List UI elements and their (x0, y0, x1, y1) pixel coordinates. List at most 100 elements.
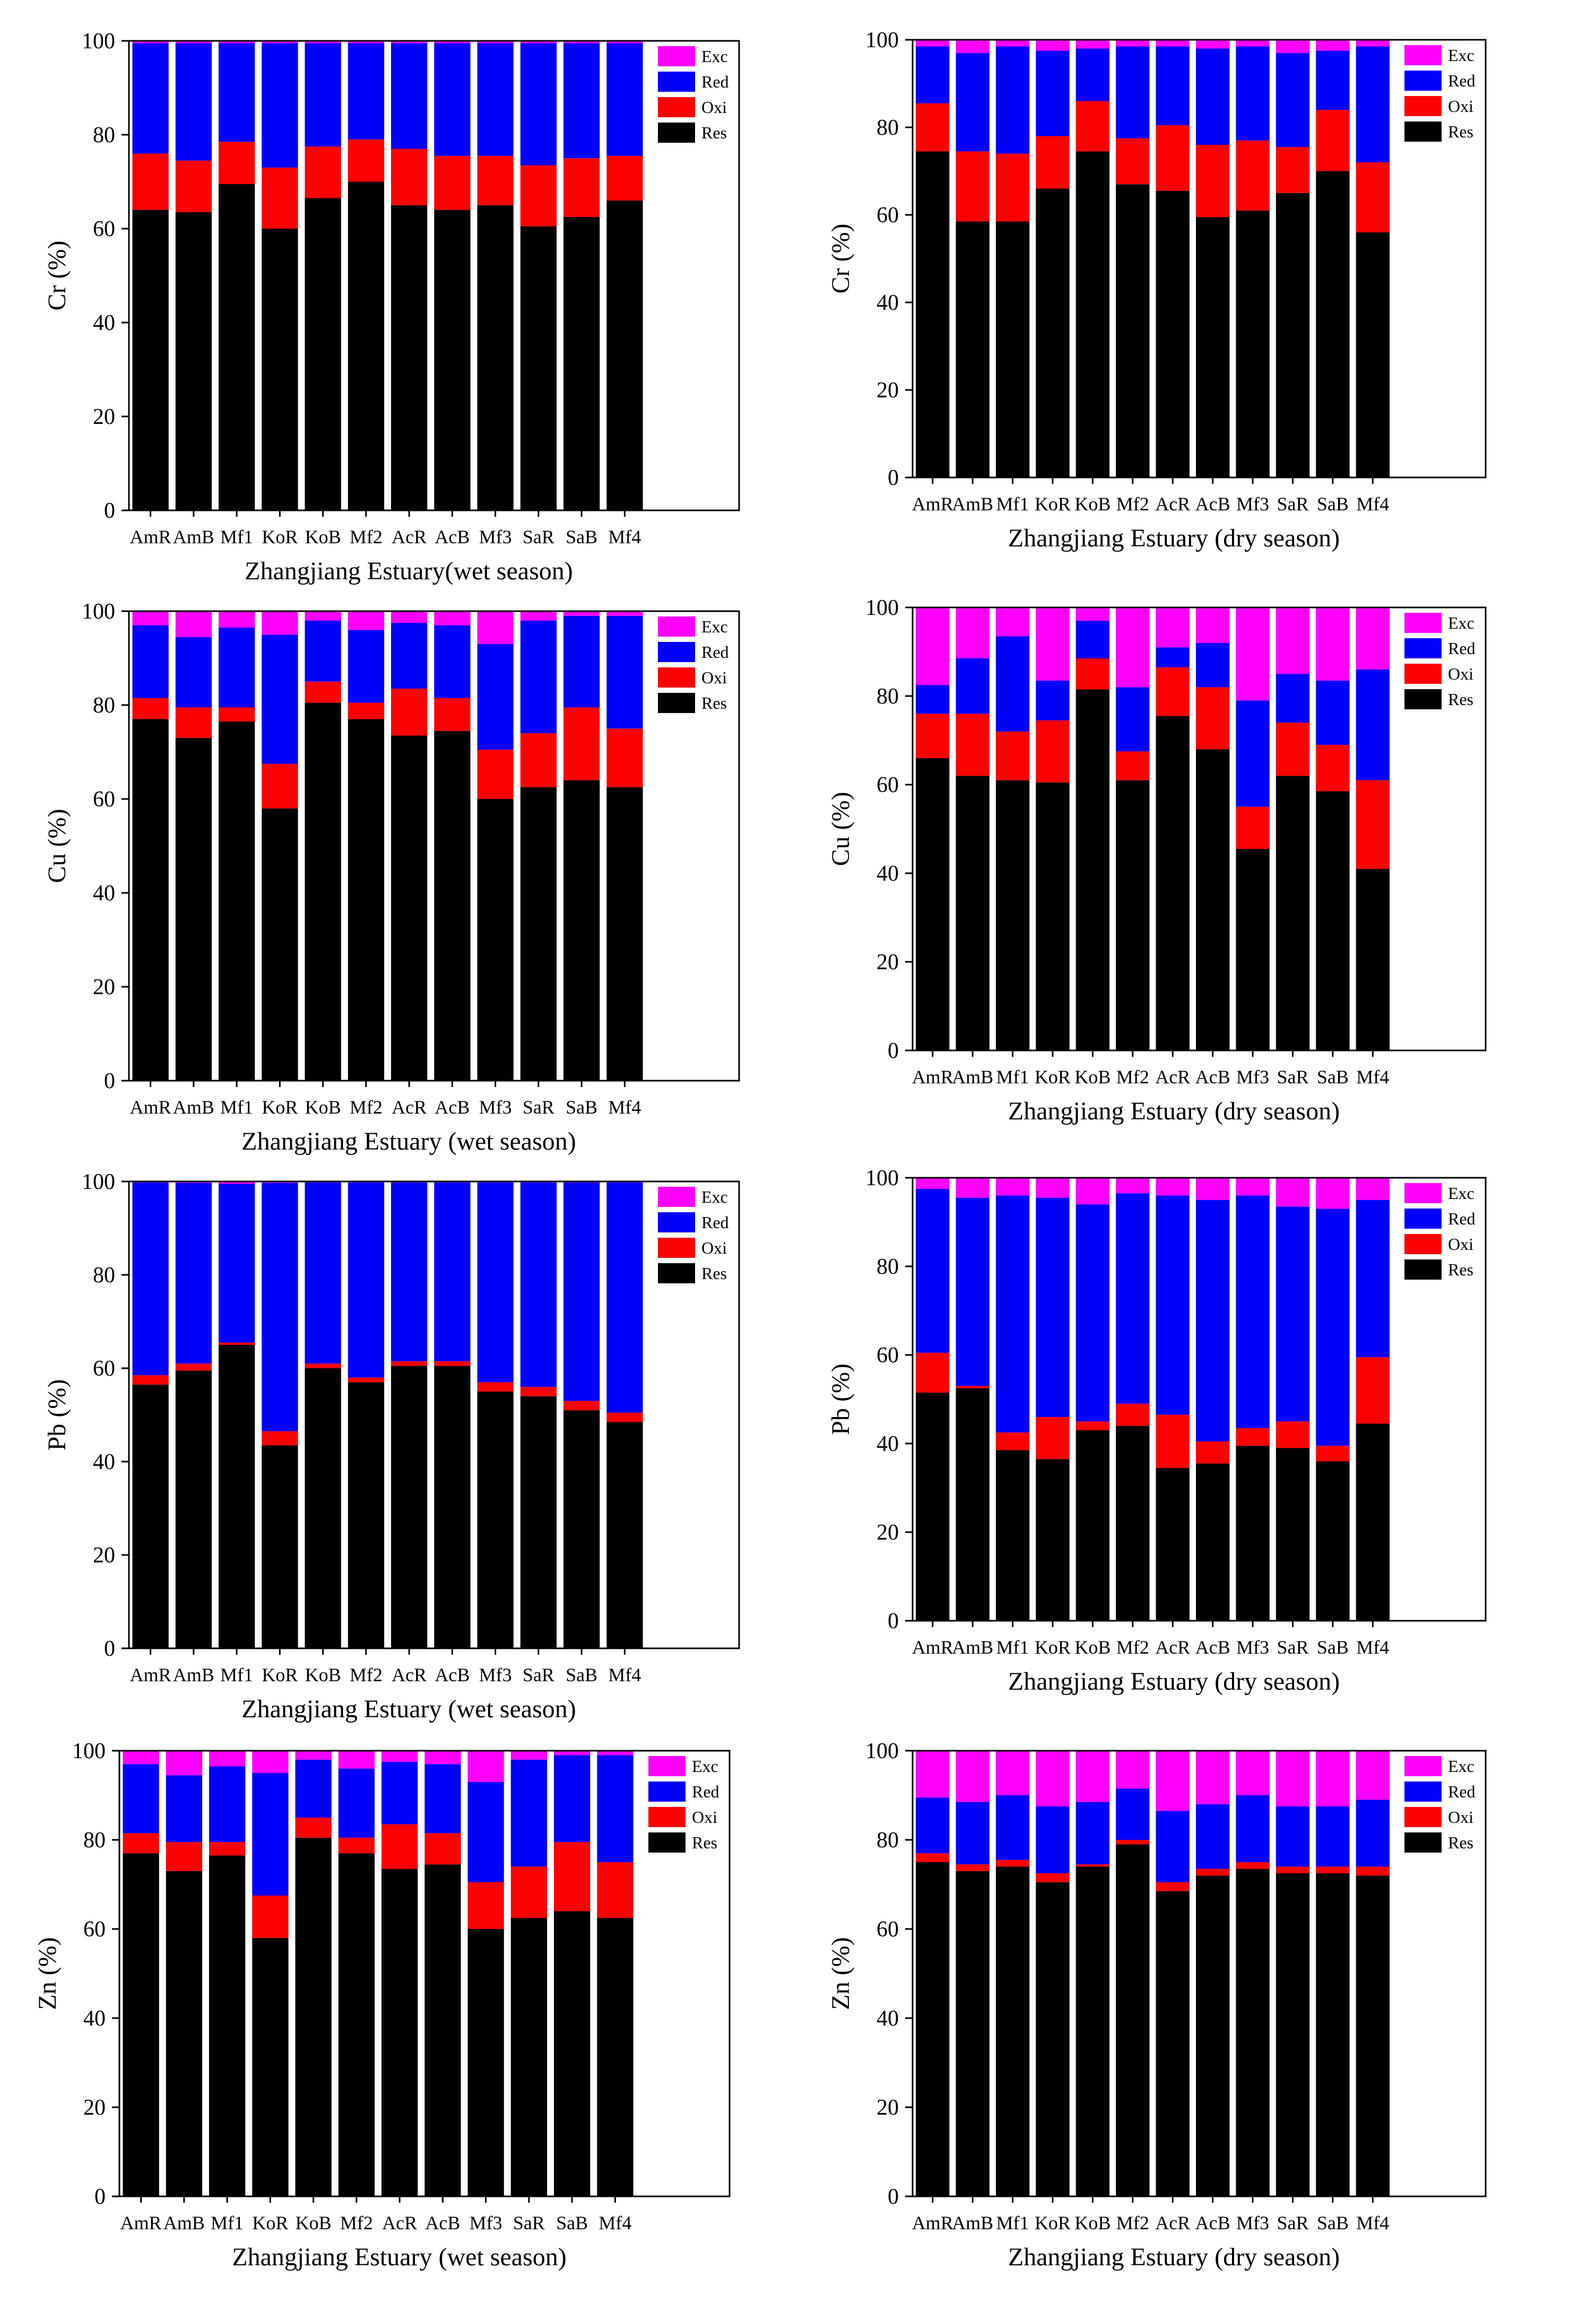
bar-segment-res-mf4 (606, 1422, 643, 1648)
bar-segment-oxi-acb (1196, 1441, 1230, 1464)
legend-label-res: Res (1448, 122, 1473, 141)
y-tick-label: 0 (104, 1069, 115, 1093)
legend-swatch-res (658, 123, 695, 143)
bar-segment-oxi-kob (305, 681, 341, 703)
bar-segment-oxi-amr (132, 698, 169, 719)
bar-segment-red-acb (424, 1764, 461, 1833)
x-tick-label-mf2: Mf2 (1116, 1637, 1149, 1658)
bar-segment-oxi-acr (1156, 667, 1190, 716)
bar-segment-res-mf1 (219, 184, 255, 510)
bar-segment-oxi-mf1 (219, 1342, 255, 1345)
bar-segment-red-kor (262, 635, 298, 764)
x-tick-label-acb: AcB (1195, 1066, 1230, 1088)
x-tick-label-kor: KoR (262, 1097, 298, 1118)
bar-segment-res-sab (563, 1410, 600, 1648)
x-tick-label-mf1: Mf1 (211, 2212, 244, 2234)
y-axis-label: Pb (%) (827, 1363, 855, 1435)
bar-segment-oxi-sab (1316, 744, 1350, 792)
x-tick-label-amb: AmB (952, 1637, 993, 1658)
bar-segment-oxi-amr (916, 1352, 950, 1393)
bar-segment-oxi-mf2 (1116, 138, 1150, 185)
bar-segment-exc-sab (1316, 40, 1350, 51)
bar-segment-red-mf4 (1356, 669, 1390, 780)
y-tick-label: 80 (877, 116, 899, 140)
y-tick-label: 60 (93, 1357, 115, 1381)
bar-segment-oxi-amb (956, 1386, 990, 1388)
bar-segment-res-acb (424, 1864, 461, 2196)
bar-segment-red-mf4 (1356, 1200, 1390, 1358)
x-tick-label-mf3: Mf3 (470, 2212, 502, 2234)
bar-segment-oxi-acr (391, 689, 428, 736)
x-tick-label-acb: AcB (1195, 2212, 1230, 2234)
legend-swatch-oxi (658, 667, 695, 688)
bar-segment-red-amb (956, 53, 990, 152)
x-tick-label-acr: AcR (392, 526, 427, 547)
bar-segment-oxi-mf4 (606, 1412, 643, 1422)
y-tick-label: 60 (877, 1343, 899, 1368)
bar-segment-red-kob (305, 620, 341, 682)
x-tick-label-mf1: Mf1 (996, 493, 1029, 515)
bar-segment-oxi-acb (434, 1361, 471, 1366)
plot-frame (128, 40, 740, 511)
bar-segment-exc-amb (956, 1178, 990, 1198)
legend-label-res: Res (701, 693, 727, 712)
bar-segment-res-kor (1036, 782, 1070, 1050)
y-tick-label: 80 (93, 1263, 115, 1288)
bar-segment-oxi-mf1 (219, 707, 255, 722)
bar-segment-red-mf2 (1116, 46, 1150, 138)
legend-swatch-red (1404, 71, 1442, 91)
y-tick-label: 100 (82, 599, 115, 624)
chart-panel-cr-wet: 0 20 40 60 80 100 AmR AmB Mf1 KoR KoB Mf2 AcR AcB Mf3 S… (43, 29, 740, 585)
x-tick-label-sar: SaR (523, 526, 554, 547)
bar-segment-exc-mf4 (606, 41, 643, 44)
bar-segment-oxi-kob (295, 1818, 332, 1838)
bar-segment-red-acr (1156, 1195, 1190, 1415)
bar-segment-res-sab (554, 1911, 591, 2196)
bar-segment-red-sab (554, 1755, 591, 1843)
bar-segment-exc-mf2 (1116, 1178, 1150, 1194)
bar-segment-oxi-mf4 (1356, 162, 1390, 232)
x-tick-label-sab: SaB (566, 526, 597, 547)
bar-segment-red-kob (295, 1759, 332, 1818)
y-tick-label: 80 (877, 684, 899, 709)
bar-segment-oxi-mf3 (1236, 140, 1270, 211)
bar-segment-oxi-mf3 (1236, 806, 1270, 849)
bar-segment-res-sar (520, 1396, 557, 1648)
bar-segment-oxi-sar (520, 733, 557, 787)
bar-segment-red-acb (1196, 48, 1230, 145)
y-tick-label: 100 (72, 1739, 106, 1763)
x-axis-label: Zhangjiang Estuary (dry season) (1008, 1097, 1340, 1125)
bar-segment-res-sar (520, 226, 557, 511)
bar-segment-red-mf3 (1236, 1795, 1270, 1862)
bar-segment-oxi-amb (175, 160, 212, 213)
bar-segment-exc-kor (262, 41, 298, 44)
bar-segment-res-amr (132, 1384, 169, 1648)
bar-segment-oxi-mf3 (1236, 1862, 1270, 1869)
x-tick-label-amr: AmR (912, 493, 953, 515)
bar-segment-oxi-kor (262, 1431, 298, 1446)
x-tick-label-kor: KoR (262, 526, 298, 547)
x-tick-label-sab: SaB (566, 1664, 597, 1685)
bar-segment-oxi-mf4 (1356, 780, 1390, 869)
bar-segment-oxi-mf1 (995, 1432, 1030, 1450)
bar-segment-exc-amb (175, 41, 212, 44)
legend-label-res: Res (692, 1833, 717, 1852)
bar-segment-red-acr (1156, 1811, 1190, 1882)
x-tick-label-acb: AcB (435, 1664, 470, 1685)
bar-segment-oxi-sab (1316, 1866, 1350, 1873)
bar-segment-red-mf1 (995, 1795, 1030, 1860)
y-tick-label: 20 (93, 975, 115, 1000)
bar-segment-res-amr (916, 758, 950, 1050)
x-tick-label-mf1: Mf1 (220, 1097, 253, 1118)
bar-segment-exc-acr (1156, 1751, 1190, 1811)
bar-segment-exc-amb (956, 607, 990, 658)
bar-segment-oxi-amb (956, 151, 990, 222)
x-tick-label-amb: AmB (952, 1066, 993, 1088)
bar-segment-exc-sab (1316, 1751, 1350, 1806)
bar-segment-exc-sab (563, 41, 600, 44)
bar-segment-red-kor (1036, 50, 1070, 136)
legend-label-exc: Exc (701, 47, 728, 66)
bar-segment-res-mf4 (1356, 232, 1390, 477)
plot-frame (912, 606, 1487, 1051)
